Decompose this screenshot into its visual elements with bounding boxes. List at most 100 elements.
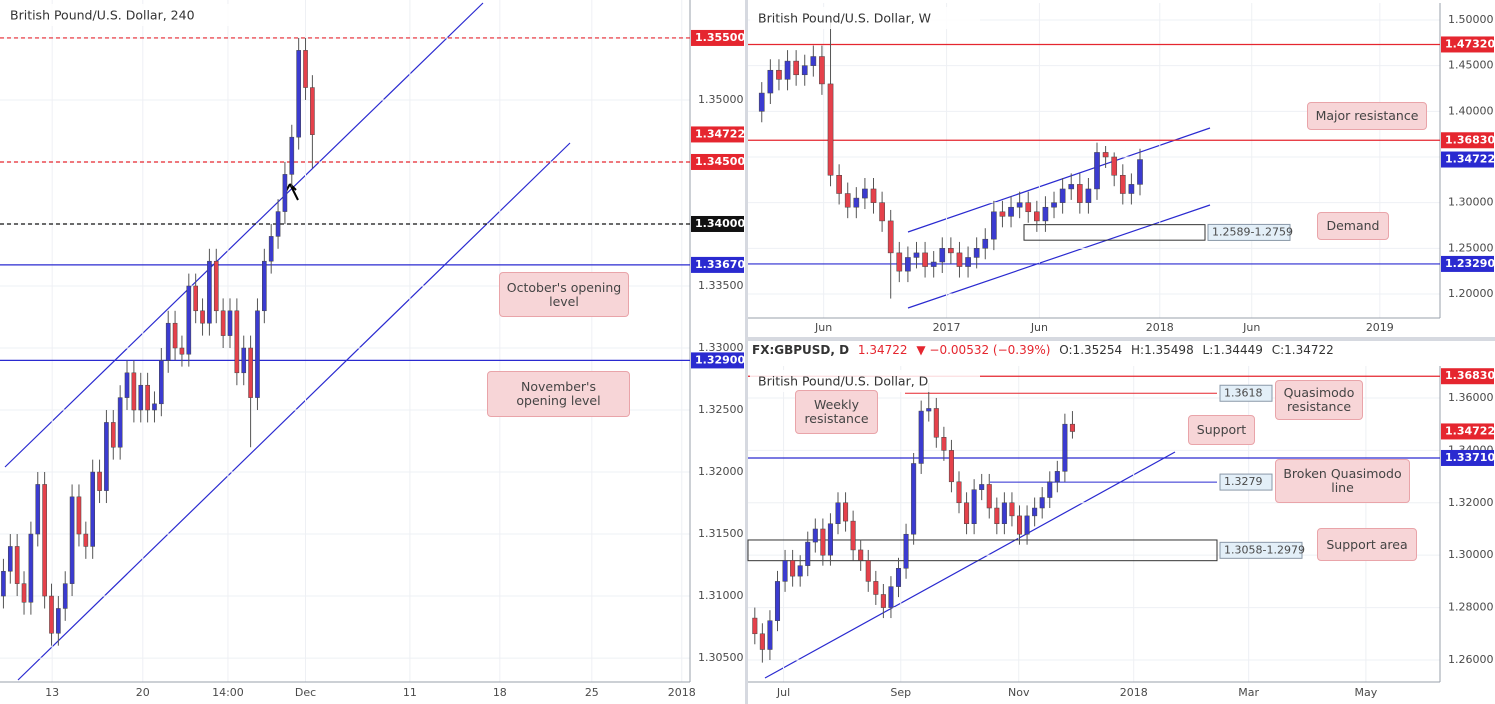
candle-body (879, 202, 885, 222)
x-tick-label: Jul (776, 686, 790, 699)
candle-body (303, 50, 308, 88)
y-tick-label: 1.35000 (698, 93, 744, 106)
symbol: FX:GBPUSD, D (752, 343, 850, 357)
candle-body (35, 484, 41, 535)
candle-body (1102, 152, 1109, 158)
separator (745, 0, 748, 704)
separator (748, 337, 1495, 341)
price-label-box (691, 256, 744, 273)
price-label-box (1441, 36, 1494, 53)
y-tick-label: 1.26000 (1448, 653, 1494, 666)
callout: Major resistance (1307, 102, 1427, 130)
callout: Weekly resistance (795, 390, 878, 434)
candle-body (83, 533, 89, 547)
candle-body (903, 533, 909, 569)
candle-body (835, 502, 841, 524)
candle-body (948, 248, 954, 254)
candle-body (262, 260, 267, 312)
chart-panel: 1.200001.250001.300001.350001.400001.450… (748, 3, 1495, 334)
channel-line (907, 127, 1211, 233)
title-bg (750, 7, 980, 29)
candle-body (1076, 184, 1083, 203)
zone-label: 1.2589-1.2759 (1212, 225, 1293, 238)
candle-body (248, 347, 253, 398)
y-tick-label: 1.30000 (1448, 196, 1494, 209)
candle-body (282, 174, 288, 212)
candle-body (1032, 507, 1038, 517)
candle-body (56, 608, 61, 634)
price-label: 1.33670 (695, 258, 745, 271)
candle-body (310, 87, 315, 135)
candle-body (145, 384, 150, 411)
candle-body (862, 188, 868, 199)
x-tick-label: 20 (136, 686, 150, 699)
candle-body (62, 583, 68, 609)
candle-body (159, 360, 164, 405)
y-tick-label: 1.20000 (1448, 287, 1494, 300)
candle-body (797, 565, 803, 577)
candle-body (843, 502, 849, 522)
y-tick-label: 1.31000 (698, 589, 744, 602)
y-tick-label: 1.30500 (698, 651, 744, 664)
x-tick-label: Mar (1238, 686, 1259, 699)
price-label: 1.23290 (1445, 257, 1495, 270)
candle-body (97, 471, 102, 491)
candle-body (880, 594, 886, 608)
close: C:1.34722 (1271, 343, 1334, 357)
x-tick-label: 14:00 (212, 686, 244, 699)
price-label: 1.34722 (695, 127, 745, 140)
y-tick-label: 1.45000 (1448, 59, 1494, 72)
candle-body (767, 620, 773, 650)
candle-body (110, 422, 116, 448)
candle-body (819, 56, 825, 85)
chart-panel: 1.30500 1.31000 1.31500 1.32000 1.32500 1.330… (0, 0, 745, 699)
x-tick-label: 13 (45, 686, 59, 699)
candle-body (213, 260, 219, 312)
candle-body (801, 65, 808, 76)
price-label-box (1441, 423, 1494, 440)
candle-body (853, 197, 860, 208)
zone (1023, 224, 1206, 241)
price-label-box (691, 126, 744, 143)
chart-panel: 1.260001.280001.300001.320001.340001.360… (747, 366, 1495, 699)
candle-body (973, 248, 980, 258)
candle-body (1094, 152, 1100, 190)
candle-body (1069, 423, 1075, 432)
x-tick-label: May (1355, 686, 1378, 699)
candle-body (138, 384, 144, 411)
candle-body (926, 408, 932, 412)
zone-label: 1.3058-1.2979 (1224, 543, 1305, 556)
price-label-box (1441, 132, 1494, 149)
candle-body (1059, 188, 1066, 203)
y-tick-label: 1.50000 (1448, 13, 1494, 26)
open: O:1.35254 (1059, 343, 1123, 357)
candle-body (1001, 502, 1007, 524)
candle-body (1047, 481, 1053, 498)
candle-body (289, 136, 295, 175)
candle-body (888, 586, 894, 608)
candle-body (767, 69, 774, 94)
candle-body (1, 570, 6, 597)
candle-body (820, 528, 826, 556)
candle-body (193, 285, 198, 312)
callout: November's opening level (487, 371, 630, 417)
x-tick-label: 11 (403, 686, 417, 699)
candle-body (793, 60, 799, 76)
x-tick-label: Dec (295, 686, 316, 699)
y-tick-label: 1.28000 (1448, 601, 1494, 614)
candle-body (268, 236, 274, 262)
candle-body (76, 496, 82, 535)
candle-body (905, 257, 911, 272)
candle-body (165, 322, 171, 361)
candle-body (234, 310, 240, 374)
candle-body (1085, 188, 1092, 203)
candle-body (913, 252, 920, 258)
candle-body (1016, 515, 1023, 535)
candle-body (933, 408, 939, 438)
candle-body (104, 422, 109, 491)
price-label-box (691, 153, 744, 170)
candle-body (964, 502, 970, 524)
y-tick-label: 1.40000 (1448, 104, 1494, 117)
y-tick-label: 1.36000 (1448, 391, 1494, 404)
